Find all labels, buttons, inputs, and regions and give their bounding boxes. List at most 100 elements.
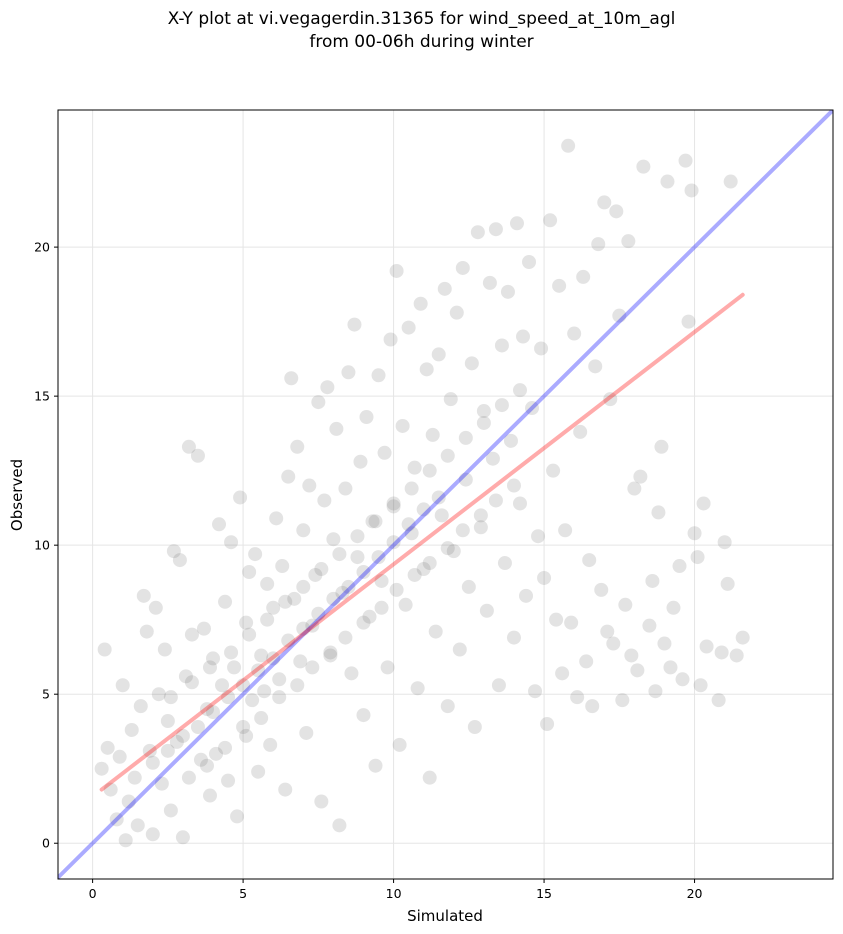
data-point	[242, 564, 257, 579]
data-point	[630, 663, 645, 678]
data-point	[368, 514, 383, 529]
data-point	[407, 567, 422, 582]
data-point	[479, 603, 494, 618]
data-point	[597, 195, 612, 210]
data-point	[169, 734, 184, 749]
data-point	[251, 663, 266, 678]
data-point	[516, 329, 530, 344]
x-tick-label: 0	[89, 886, 97, 901]
data-point	[476, 415, 491, 430]
data-point	[681, 314, 696, 329]
data-point	[672, 559, 687, 574]
data-point	[509, 216, 524, 231]
data-point	[130, 818, 145, 833]
data-point	[305, 660, 320, 675]
data-point	[485, 451, 500, 466]
data-point	[338, 481, 353, 496]
data-point	[178, 669, 193, 684]
data-point	[133, 699, 148, 714]
data-point	[401, 517, 416, 532]
data-point	[323, 645, 338, 660]
data-point	[537, 570, 552, 585]
data-point	[308, 567, 323, 582]
data-point	[260, 576, 275, 591]
data-point	[254, 648, 269, 663]
data-point	[239, 728, 254, 743]
data-point	[582, 553, 597, 568]
data-point	[248, 547, 263, 562]
x-tick-label: 20	[687, 886, 703, 901]
y-tick-label: 10	[34, 538, 50, 553]
data-point	[362, 609, 377, 624]
data-point	[109, 812, 124, 827]
data-point	[299, 725, 314, 740]
data-point	[636, 159, 651, 174]
data-point	[145, 755, 160, 770]
data-point	[404, 526, 419, 541]
data-point	[416, 502, 431, 517]
data-point	[221, 690, 236, 705]
data-point	[230, 809, 245, 824]
data-point	[413, 296, 428, 311]
data-point	[416, 562, 431, 577]
data-point	[735, 630, 750, 645]
data-point	[374, 600, 389, 615]
data-point	[546, 463, 561, 478]
data-point	[666, 600, 681, 615]
data-point	[317, 493, 332, 508]
data-point	[455, 260, 470, 275]
data-point	[494, 398, 509, 413]
data-point	[443, 392, 458, 407]
data-point	[371, 550, 386, 565]
data-point	[594, 582, 609, 597]
data-point	[389, 582, 404, 597]
data-point	[663, 660, 678, 675]
data-point	[296, 523, 311, 538]
data-point	[356, 708, 371, 723]
data-point	[115, 678, 130, 693]
data-point	[633, 469, 648, 484]
data-point	[290, 439, 305, 454]
data-point	[332, 547, 347, 562]
data-point	[94, 761, 109, 776]
data-point	[127, 770, 142, 785]
data-point	[184, 675, 199, 690]
data-point	[350, 550, 365, 565]
scatter-points	[94, 138, 750, 848]
data-point	[218, 740, 233, 755]
data-point	[458, 430, 473, 445]
data-point	[407, 460, 422, 475]
data-point	[112, 749, 127, 764]
data-point	[118, 833, 133, 848]
data-point	[395, 418, 410, 433]
data-point	[500, 284, 515, 299]
data-point	[422, 770, 437, 785]
data-point	[720, 576, 735, 591]
data-point	[392, 737, 407, 752]
data-point	[449, 305, 464, 320]
data-point	[353, 454, 368, 469]
data-point	[528, 684, 543, 699]
data-point	[503, 433, 518, 448]
data-point	[175, 830, 190, 845]
data-point	[482, 275, 497, 290]
data-point	[359, 410, 374, 425]
data-point	[323, 648, 338, 663]
data-point	[145, 827, 160, 842]
data-point	[151, 687, 166, 702]
data-point	[525, 401, 540, 416]
data-point	[202, 660, 217, 675]
data-point	[440, 699, 455, 714]
data-point	[239, 615, 254, 630]
data-point	[609, 204, 624, 219]
data-point	[335, 585, 350, 600]
data-point	[221, 773, 236, 788]
fit-lines	[58, 110, 833, 879]
grid-lines	[58, 110, 833, 879]
data-point	[512, 383, 527, 398]
data-point	[206, 705, 220, 720]
data-point	[693, 678, 708, 693]
data-point	[326, 532, 341, 547]
data-point	[455, 523, 470, 538]
data-point	[380, 660, 395, 675]
